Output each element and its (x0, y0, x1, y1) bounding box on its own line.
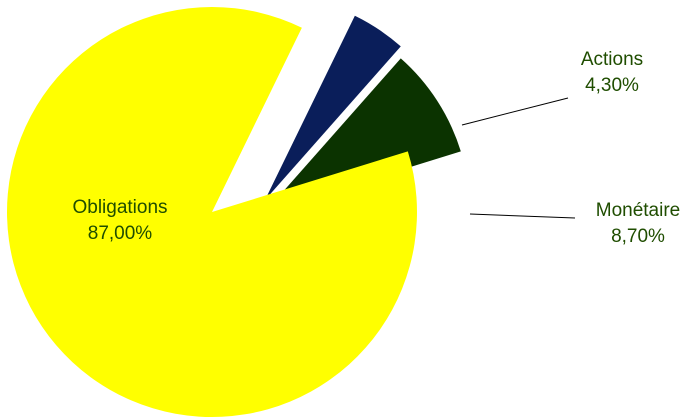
pie-slice-actions (265, 15, 401, 200)
leader-line (469, 213, 576, 219)
slice-name-label: Obligations (72, 197, 167, 218)
slice-value-label: 87,00% (88, 223, 153, 244)
slice-name-label: Monétaire (596, 200, 681, 221)
leader-line (461, 97, 569, 126)
slice-name-label: Actions (581, 49, 643, 70)
pie-slice-mon-taire (265, 58, 461, 212)
slice-value-label: 4,30% (585, 75, 639, 96)
slice-value-label: 8,70% (611, 226, 665, 247)
pie-slice-obligations (6, 6, 417, 417)
